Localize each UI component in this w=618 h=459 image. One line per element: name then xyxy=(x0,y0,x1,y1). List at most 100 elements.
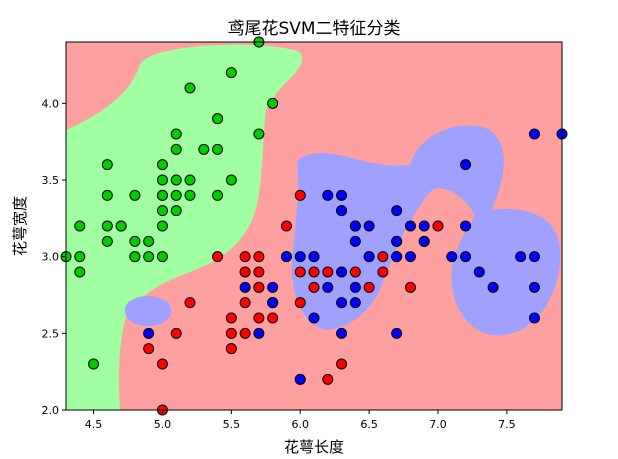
y-tick-label: 4.0 xyxy=(42,97,60,110)
scatter-point xyxy=(225,67,237,79)
scatter-point xyxy=(377,266,389,278)
scatter-point xyxy=(101,220,113,232)
scatter-point xyxy=(308,312,320,324)
scatter-point xyxy=(74,266,86,278)
decision-region-green xyxy=(66,44,303,410)
scatter-point xyxy=(349,281,361,293)
y-axis-ticks: 2.0 2.5 3.0 3.5 4.0 xyxy=(42,97,66,417)
scatter-point xyxy=(239,281,251,293)
y-tick-label: 3.5 xyxy=(42,174,60,187)
scatter-point xyxy=(170,174,182,186)
scatter-point xyxy=(267,97,279,109)
scatter-point xyxy=(156,205,168,217)
scatter-point xyxy=(336,266,348,278)
scatter-point xyxy=(418,235,430,247)
scatter-point xyxy=(322,266,334,278)
x-tick-label: 7.0 xyxy=(429,418,447,431)
scatter-point xyxy=(336,358,348,370)
scatter-point xyxy=(308,251,320,263)
scatter-point xyxy=(156,189,168,201)
scatter-point xyxy=(404,251,416,263)
scatter-point xyxy=(156,159,168,171)
scatter-point xyxy=(239,297,251,309)
scatter-point xyxy=(487,281,499,293)
scatter-point xyxy=(212,143,224,155)
scatter-point xyxy=(129,235,141,247)
scatter-point xyxy=(156,251,168,263)
scatter-point xyxy=(184,82,196,94)
y-tick-label: 3.0 xyxy=(42,251,60,264)
y-axis-label: 花萼宽度 xyxy=(11,196,29,256)
scatter-point xyxy=(101,235,113,247)
scatter-point xyxy=(253,251,265,263)
scatter-point xyxy=(170,327,182,339)
y-tick-label: 2.0 xyxy=(42,404,60,417)
scatter-point xyxy=(170,189,182,201)
scatter-point xyxy=(156,220,168,232)
plot-area xyxy=(60,36,568,416)
scatter-point xyxy=(349,235,361,247)
x-tick-label: 6.5 xyxy=(360,418,378,431)
scatter-point xyxy=(432,220,444,232)
scatter-point xyxy=(253,281,265,293)
scatter-point xyxy=(460,159,472,171)
scatter-point xyxy=(280,220,292,232)
scatter-point xyxy=(239,266,251,278)
scatter-point xyxy=(349,297,361,309)
scatter-point xyxy=(322,281,334,293)
scatter-point xyxy=(460,220,472,232)
scatter-point xyxy=(225,312,237,324)
scatter-point xyxy=(74,220,86,232)
scatter-point xyxy=(143,343,155,355)
scatter-point xyxy=(349,266,361,278)
scatter-point xyxy=(336,327,348,339)
scatter-point xyxy=(336,297,348,309)
x-axis-label: 花萼长度 xyxy=(284,438,344,456)
scatter-point xyxy=(239,327,251,339)
scatter-point xyxy=(391,235,403,247)
scatter-point xyxy=(322,189,334,201)
scatter-point xyxy=(156,174,168,186)
x-tick-label: 4.5 xyxy=(85,418,103,431)
scatter-point xyxy=(391,251,403,263)
scatter-point xyxy=(294,189,306,201)
scatter-point xyxy=(363,281,375,293)
scatter-point xyxy=(253,312,265,324)
scatter-point xyxy=(129,189,141,201)
scatter-point xyxy=(143,235,155,247)
scatter-point xyxy=(460,251,472,263)
scatter-point xyxy=(308,281,320,293)
scatter-point xyxy=(156,358,168,370)
x-axis-ticks: 4.5 5.0 5.5 6.0 6.5 7.0 7.5 xyxy=(85,410,516,431)
scatter-point xyxy=(294,373,306,385)
scatter-point xyxy=(377,251,389,263)
y-tick-label: 2.5 xyxy=(42,327,60,340)
decision-region-blue-small xyxy=(124,296,172,326)
scatter-point xyxy=(74,251,86,263)
scatter-point xyxy=(267,281,279,293)
scatter-point xyxy=(184,297,196,309)
scatter-point xyxy=(225,327,237,339)
scatter-point xyxy=(267,312,279,324)
scatter-point xyxy=(212,189,224,201)
scatter-point xyxy=(184,174,196,186)
scatter-point xyxy=(528,251,540,263)
scatter-point xyxy=(404,281,416,293)
chart-title: 鸢尾花SVM二特征分类 xyxy=(227,19,400,39)
scatter-point xyxy=(294,266,306,278)
scatter-point xyxy=(143,327,155,339)
scatter-point xyxy=(336,189,348,201)
scatter-point xyxy=(225,174,237,186)
scatter-point xyxy=(170,128,182,140)
scatter-point xyxy=(391,327,403,339)
scatter-point xyxy=(391,205,403,217)
x-tick-label: 7.5 xyxy=(498,418,516,431)
scatter-point xyxy=(184,189,196,201)
scatter-point xyxy=(212,251,224,263)
scatter-point xyxy=(253,266,265,278)
scatter-point xyxy=(170,143,182,155)
scatter-point xyxy=(198,143,210,155)
scatter-point xyxy=(294,297,306,309)
scatter-point xyxy=(129,251,141,263)
